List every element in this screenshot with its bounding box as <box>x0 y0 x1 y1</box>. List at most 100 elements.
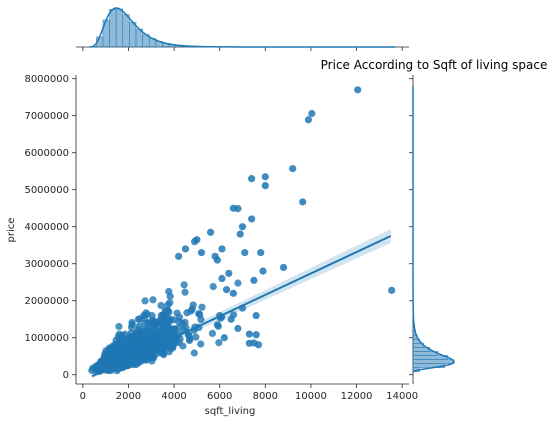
data-point <box>289 165 297 173</box>
data-point <box>241 249 249 257</box>
data-point <box>261 182 269 190</box>
right-hist-bar <box>412 359 455 364</box>
data-point <box>236 230 244 238</box>
x-axis-label: sqft_living <box>205 406 256 417</box>
x-tick-label: 4000 <box>161 391 186 402</box>
data-point <box>197 249 206 257</box>
data-point <box>171 337 179 346</box>
data-point <box>196 310 204 319</box>
data-point <box>248 215 256 223</box>
data-point <box>159 318 167 326</box>
y-tick-label: 7000000 <box>24 111 69 122</box>
x-tick-label: 6000 <box>207 391 232 402</box>
x-tick-label: 8000 <box>253 391 278 402</box>
data-point <box>175 252 183 260</box>
data-point <box>129 359 137 367</box>
data-point <box>191 237 199 246</box>
data-point <box>141 297 149 305</box>
top-hist-bar <box>109 8 117 48</box>
regression-line <box>91 228 392 379</box>
data-point <box>136 336 144 345</box>
data-point <box>150 328 158 336</box>
data-point <box>234 279 242 287</box>
data-point <box>114 332 122 341</box>
data-point <box>140 325 149 333</box>
data-point <box>179 342 187 350</box>
data-point <box>250 276 258 284</box>
data-point <box>252 311 260 320</box>
data-point <box>254 341 263 349</box>
data-point <box>259 267 267 275</box>
data-point <box>180 281 188 289</box>
x-tick-label: 12000 <box>341 391 373 402</box>
data-point <box>182 323 190 332</box>
x-tick-label: 2000 <box>116 391 141 402</box>
data-point <box>245 330 253 338</box>
data-point <box>190 349 198 357</box>
y-axis-label: price <box>6 218 17 243</box>
x-tick-label: 0 <box>80 391 86 402</box>
data-point <box>304 116 313 124</box>
data-point <box>146 340 154 349</box>
data-point <box>166 316 175 324</box>
y-tick-label: 0 <box>63 370 69 381</box>
data-point <box>149 316 157 324</box>
data-point <box>181 245 190 253</box>
data-point <box>257 249 265 257</box>
data-point <box>188 305 196 313</box>
data-point <box>229 289 237 297</box>
data-point <box>141 355 149 363</box>
data-point <box>261 173 269 181</box>
data-point <box>148 357 156 365</box>
y-axis-ticks: 0 1000000 2000000 3000000 4000000 5000000 6000… <box>24 74 76 381</box>
data-point <box>225 269 233 277</box>
chart-title: Price According to Sqft of living space <box>321 58 548 72</box>
data-point <box>197 340 205 348</box>
data-point <box>213 321 222 329</box>
top-hist-bar <box>122 14 130 48</box>
top-kde-curve <box>89 7 396 48</box>
data-point <box>354 86 362 94</box>
data-point <box>124 350 132 358</box>
scatter-points <box>88 86 396 376</box>
x-tick-label: 14000 <box>386 391 418 402</box>
data-point <box>157 301 165 310</box>
data-point <box>123 337 132 345</box>
right-marginal-histogram <box>409 75 455 384</box>
data-point <box>218 274 226 283</box>
data-point <box>162 307 170 315</box>
data-point <box>248 175 256 183</box>
top-marginal-histogram <box>76 7 409 51</box>
regression-line-path <box>91 235 392 378</box>
data-point <box>227 315 235 323</box>
x-tick-label: 10000 <box>295 391 327 402</box>
right-kde-curve <box>412 86 455 373</box>
data-point <box>145 334 154 342</box>
data-point <box>165 287 173 296</box>
data-point <box>185 336 194 345</box>
data-point <box>299 198 307 206</box>
data-point <box>181 288 189 296</box>
data-point <box>238 223 247 231</box>
data-point <box>140 314 149 322</box>
data-point <box>88 366 96 375</box>
y-tick-label: 4000000 <box>24 222 69 233</box>
top-hist-bar <box>115 8 124 48</box>
data-point <box>198 303 206 311</box>
y-tick-label: 2000000 <box>24 296 69 307</box>
data-point <box>169 327 178 335</box>
data-point <box>156 329 164 337</box>
data-point <box>218 245 226 253</box>
data-point <box>388 286 396 294</box>
y-tick-label: 3000000 <box>24 259 69 270</box>
data-point <box>213 256 222 264</box>
data-point <box>234 204 242 213</box>
data-point <box>192 333 200 341</box>
data-point <box>308 109 316 118</box>
data-point <box>208 329 217 338</box>
data-point <box>156 347 164 355</box>
data-point <box>220 334 228 342</box>
data-point <box>215 339 223 347</box>
data-point <box>115 322 123 331</box>
data-point <box>123 361 132 369</box>
